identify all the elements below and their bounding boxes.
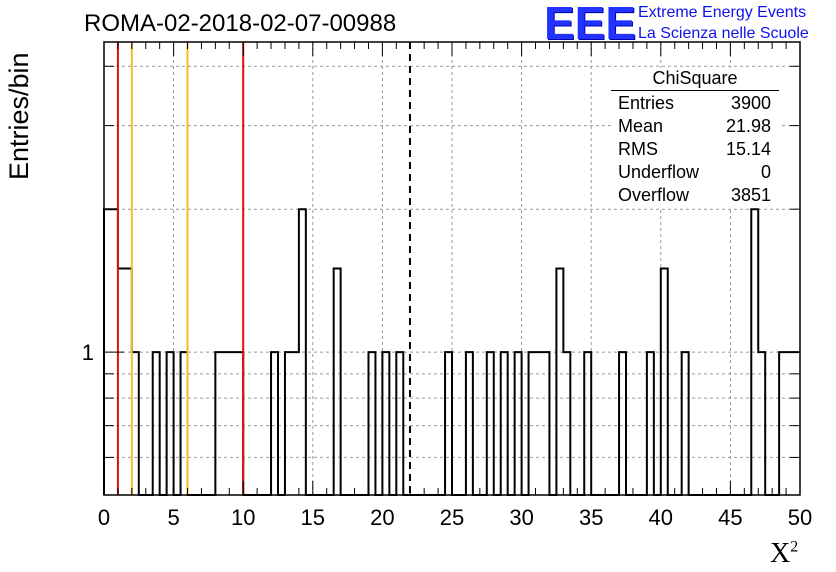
histogram-bin (751, 209, 758, 495)
x-tick-label: 25 (440, 505, 464, 530)
histogram-bin (236, 352, 243, 495)
x-tick-label: 35 (579, 505, 603, 530)
histogram-bin (487, 352, 494, 495)
histogram-bin (779, 352, 786, 495)
stats-key: Overflow (618, 185, 690, 205)
x-tick-label: 0 (98, 505, 110, 530)
stats-key: Entries (618, 93, 675, 113)
chart-title: ROMA-02-2018-02-07-00988 (84, 10, 397, 37)
histogram-bin (682, 352, 689, 495)
x-tick-label: 15 (301, 505, 325, 530)
histogram-bin (382, 352, 389, 495)
y-tick-label: 1 (82, 340, 94, 365)
histogram-bin (334, 269, 341, 496)
x-axis-label-sup: 2 (790, 538, 799, 556)
stats-value: 3900 (730, 93, 771, 113)
histogram-bin (396, 352, 403, 495)
histogram-bin (132, 352, 139, 495)
histogram-bin (368, 352, 375, 495)
histogram-bin (167, 352, 174, 495)
stats-row: Entries 3900 (611, 91, 779, 114)
histogram-bin (758, 352, 765, 495)
histogram-bin (536, 352, 543, 495)
stats-key: RMS (618, 139, 658, 159)
y-axis-label: Entries/bin (4, 52, 34, 180)
logo-line-1: Extreme Energy Events (638, 4, 807, 21)
histogram-bin (661, 269, 668, 496)
histogram-bin (515, 352, 522, 495)
histogram-bin (529, 352, 536, 495)
histogram-bin (619, 352, 626, 495)
histogram-bin (292, 352, 299, 495)
stats-row: Overflow 3851 (611, 183, 779, 206)
x-tick-label: 40 (649, 505, 673, 530)
x-tick-label: 5 (167, 505, 179, 530)
stats-row: Underflow 0 (611, 160, 779, 183)
histogram-bin (222, 352, 229, 495)
histogram-bin (556, 269, 563, 496)
stats-row: RMS 15.14 (611, 137, 779, 160)
x-tick-label: 45 (718, 505, 742, 530)
histogram-bin (181, 352, 188, 495)
histogram-bin (542, 352, 549, 495)
histogram-bin (563, 352, 570, 495)
stats-value: 21.98 (725, 116, 771, 136)
logo-line-2: La Scienza nelle Scuole (638, 25, 809, 42)
stats-title: ChiSquare (611, 68, 779, 91)
histogram-bin (229, 352, 236, 495)
x-tick-label: 10 (231, 505, 255, 530)
eee-logo: EEE (544, 0, 637, 49)
histogram-bin (125, 269, 132, 496)
histogram-bin (153, 352, 160, 495)
histogram-bin (584, 352, 591, 495)
histogram-bin (445, 352, 452, 495)
stats-key: Mean (618, 116, 664, 136)
stats-value: 3851 (730, 185, 771, 205)
x-axis-label-base: X (770, 538, 791, 569)
histogram-bin (271, 352, 278, 495)
histogram-bin (299, 209, 306, 495)
histogram-bin (285, 352, 292, 495)
x-tick-label: 50 (788, 505, 812, 530)
histogram-bin (501, 352, 508, 495)
stats-row: Mean 21.98 (611, 114, 779, 137)
x-tick-label: 20 (370, 505, 394, 530)
histogram-bin (118, 269, 125, 496)
histogram-bin (647, 352, 654, 495)
x-axis-label: X2 (770, 538, 798, 570)
histogram-bin (466, 352, 473, 495)
stats-key: Underflow (618, 162, 700, 182)
x-tick-label: 30 (509, 505, 533, 530)
stats-value: 15.14 (725, 139, 771, 159)
histogram-bin (215, 352, 222, 495)
stats-value: 0 (760, 162, 771, 182)
stats-box: ChiSquare Entries 3900 Mean 21.98 RMS 15.14… (611, 68, 779, 208)
